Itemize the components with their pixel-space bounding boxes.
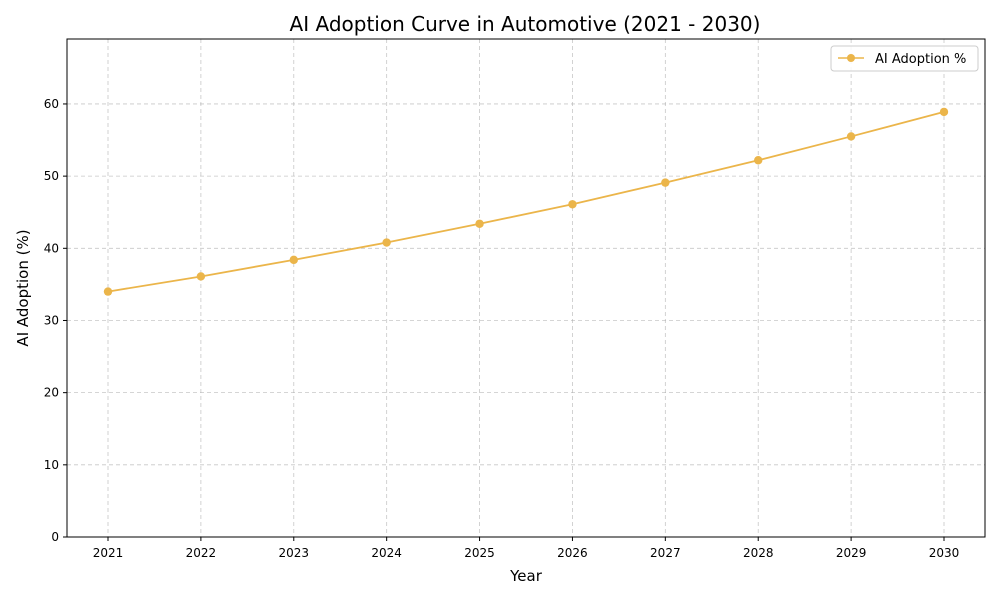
x-tick-label: 2023 (279, 546, 310, 560)
data-point (475, 219, 484, 228)
data-point (661, 178, 670, 187)
data-point (939, 107, 949, 117)
data-point (846, 132, 856, 141)
x-tick-label: 2022 (186, 546, 217, 560)
grid-layer (67, 39, 985, 538)
x-tick-label: 2030 (929, 546, 960, 560)
legend-box (830, 45, 979, 72)
legend-marker-swatch (847, 54, 855, 62)
plot-frame (66, 38, 986, 538)
x-tick-label: 2026 (557, 546, 588, 560)
data-point (568, 200, 577, 209)
data-point (754, 156, 763, 165)
data-point (196, 272, 206, 281)
y-tick-label: 60 (44, 97, 59, 111)
y-tick-label: 40 (44, 241, 59, 255)
chart-title: AI Adoption Curve in Automotive (2021 - … (290, 12, 761, 36)
x-tick-label: 2024 (371, 546, 402, 560)
series-line (107, 111, 945, 293)
data-point (103, 287, 113, 296)
x-tick-label: 2027 (650, 546, 681, 560)
data-point (289, 255, 298, 265)
series-layer (103, 107, 949, 296)
x-axis-label: Year (509, 567, 543, 585)
y-tick-label: 0 (51, 530, 59, 544)
y-axis-label: AI Adoption (%) (14, 229, 32, 346)
legend-entry: AI Adoption % (875, 52, 966, 67)
x-tick-label: 2029 (836, 546, 867, 560)
y-tick-label: 50 (44, 169, 59, 183)
axis-layer: 2021 2022 2023 2024 2025 2026 2027 2028 2029 2030… (44, 97, 960, 560)
x-tick-label: 2025 (464, 546, 495, 560)
y-tick-label: 10 (44, 458, 59, 472)
x-tick-label: 2028 (743, 546, 774, 560)
x-tick-label: 2021 (93, 546, 124, 560)
y-tick-label: 30 (44, 313, 59, 327)
data-point (382, 238, 391, 247)
y-tick-label: 20 (44, 386, 59, 400)
legend: AI Adoption % (830, 45, 979, 72)
